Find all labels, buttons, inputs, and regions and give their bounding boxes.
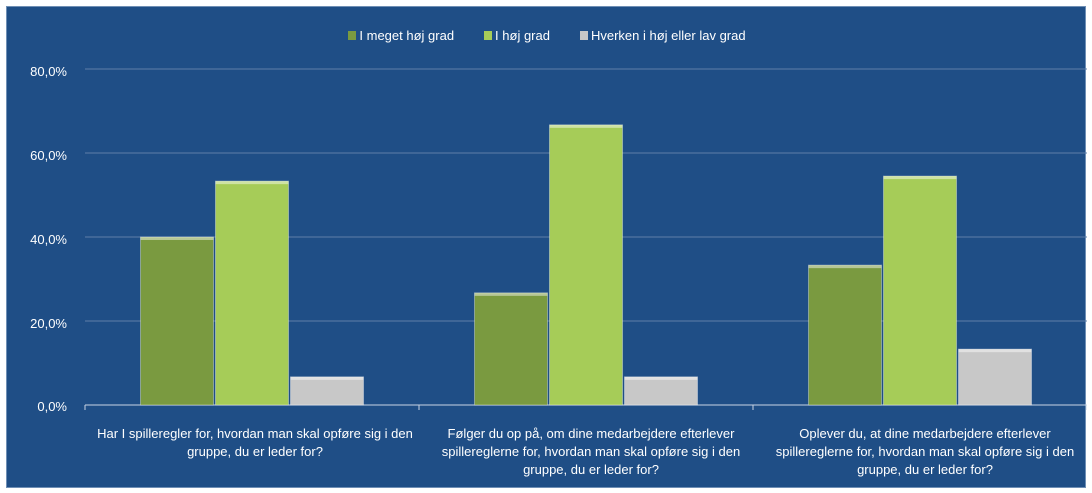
bar-series2-cat2 <box>958 348 1032 406</box>
y-tick-label-60: 60,0% <box>30 148 67 163</box>
chart-plot <box>84 68 1087 410</box>
x-category-label-1: Følger du op på, om dine medarbejdere ef… <box>441 426 741 477</box>
x-category-label-2: Oplever du, at dine medarbejdere efterle… <box>775 426 1075 477</box>
legend-item-1: I høj grad <box>484 28 550 43</box>
legend-label-0: I meget høj grad <box>359 28 455 43</box>
bar-series1-cat0 <box>215 180 289 406</box>
chart-frame: I meget høj grad I høj grad Hverken i hø… <box>6 6 1087 488</box>
legend-label-1: I høj grad <box>495 28 550 43</box>
bar-highlight-series0-cat2 <box>808 265 882 269</box>
bar-highlight-series0-cat1 <box>474 292 548 296</box>
bar-highlight-series0-cat0 <box>140 237 214 240</box>
legend-item-2: Hverken i høj eller lav grad <box>579 28 746 43</box>
x-category-label-0: Har I spilleregler for, hvordan man skal… <box>97 426 413 459</box>
bar-highlight-series2-cat2 <box>958 349 1032 353</box>
y-tick-label-20: 20,0% <box>30 316 67 331</box>
bar-series0-cat1 <box>474 292 548 406</box>
bar-highlight-series1-cat1 <box>549 124 623 128</box>
legend-swatch-1 <box>484 31 493 40</box>
bar-series2-cat0 <box>290 376 364 406</box>
bar-highlight-series1-cat0 <box>215 181 289 185</box>
bar-highlight-series2-cat1 <box>624 376 698 380</box>
y-tick-label-0: 0,0% <box>37 399 67 414</box>
legend-swatch-2 <box>579 31 588 40</box>
bar-series0-cat2 <box>808 264 882 406</box>
bar-series1-cat2 <box>883 175 957 406</box>
legend-item-0: I meget høj grad <box>348 28 454 43</box>
legend-swatch-0 <box>348 31 357 40</box>
bar-highlight-series2-cat0 <box>290 376 364 380</box>
legend-label-2: Hverken i høj eller lav grad <box>590 28 746 43</box>
legend: I meget høj grad I høj grad Hverken i hø… <box>7 28 1087 43</box>
bar-series2-cat1 <box>624 376 698 406</box>
y-tick-label-80: 80,0% <box>30 64 67 79</box>
bar-series0-cat0 <box>140 236 214 406</box>
bar-highlight-series1-cat2 <box>883 176 957 180</box>
bar-series1-cat1 <box>549 124 623 406</box>
y-tick-label-40: 40,0% <box>30 232 67 247</box>
